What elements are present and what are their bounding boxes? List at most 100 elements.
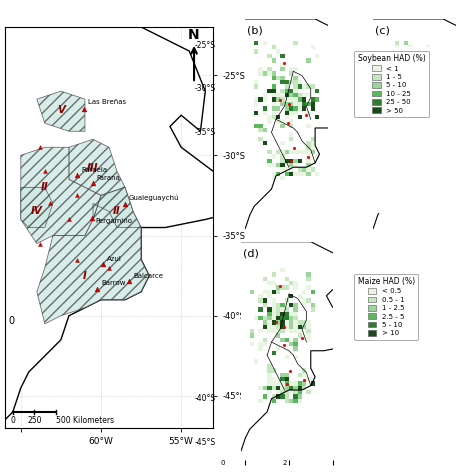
Bar [443,124,447,128]
Bar [280,76,284,80]
Bar [280,303,284,307]
Bar [417,158,421,163]
Bar [284,394,289,399]
Bar [280,320,284,325]
Polygon shape [69,139,125,195]
Bar [289,381,293,386]
Bar [391,89,395,93]
Bar [302,320,306,325]
Polygon shape [21,187,53,228]
Bar [254,102,258,106]
Bar [298,386,302,390]
Bar [417,154,421,158]
Bar [280,124,284,128]
Text: 2: 2 [282,459,287,465]
Bar [404,176,408,180]
Bar [408,45,412,49]
Bar [386,150,391,154]
Bar [258,128,263,132]
Bar [284,89,289,93]
Bar [412,115,417,119]
Bar [404,76,408,80]
Bar [280,390,284,394]
Bar [267,89,272,93]
Bar [408,63,412,67]
Bar [408,110,412,115]
Bar [298,93,302,98]
Bar [421,102,426,106]
Bar [284,320,289,325]
Bar [421,76,426,80]
Bar [412,158,417,163]
Bar [408,128,412,132]
Bar [430,76,434,80]
Text: V: V [57,105,65,115]
Bar [267,386,272,390]
Bar [408,93,412,98]
Bar [400,84,404,89]
Bar [315,172,319,176]
Bar [263,303,267,307]
Bar [280,373,284,377]
Text: N: N [188,28,200,42]
Bar [276,163,280,167]
Bar [267,377,272,381]
Bar [400,124,404,128]
Bar [404,67,408,71]
Bar [443,128,447,132]
Bar [412,93,417,98]
Bar [400,93,404,98]
Legend: < 0.5, 0.5 - 1, 1 - 2.5, 2.5 - 5, 5 - 10, > 10: < 0.5, 0.5 - 1, 1 - 2.5, 2.5 - 5, 5 - 10… [354,273,418,340]
Bar [254,124,258,128]
Bar [430,102,434,106]
Bar [298,381,302,386]
Bar [254,41,258,45]
Bar [289,80,293,84]
Bar [293,346,298,351]
Bar [293,311,298,316]
Bar [293,67,298,71]
Bar [272,311,276,316]
Bar [386,98,391,102]
Bar [289,158,293,163]
Bar [289,294,293,299]
Bar [302,368,306,373]
Bar [426,110,430,115]
Bar [426,98,430,102]
Bar [284,316,289,320]
Bar [408,102,412,106]
Bar [443,158,447,163]
Bar [272,299,276,303]
Bar [284,381,289,386]
Bar [293,89,298,93]
Bar [426,63,430,67]
Bar [412,89,417,93]
Bar [298,106,302,110]
Bar [417,93,421,98]
Bar [426,106,430,110]
Bar [404,163,408,167]
Bar [434,63,439,67]
Bar [267,373,272,377]
Bar [430,154,434,158]
Bar [276,98,280,102]
Bar [263,98,267,102]
Text: 250: 250 [27,416,42,425]
Bar [382,80,386,84]
Bar [434,163,439,167]
Bar [280,337,284,342]
Bar [315,54,319,58]
Bar [302,106,306,110]
Bar [250,342,254,346]
Bar [254,98,258,102]
Bar [430,158,434,163]
Bar [382,132,386,137]
Bar [289,390,293,394]
Bar [311,146,315,150]
Bar [412,167,417,172]
Bar [412,102,417,106]
Bar [298,98,302,102]
Bar [382,63,386,67]
Bar [293,110,298,115]
Bar [306,333,311,337]
